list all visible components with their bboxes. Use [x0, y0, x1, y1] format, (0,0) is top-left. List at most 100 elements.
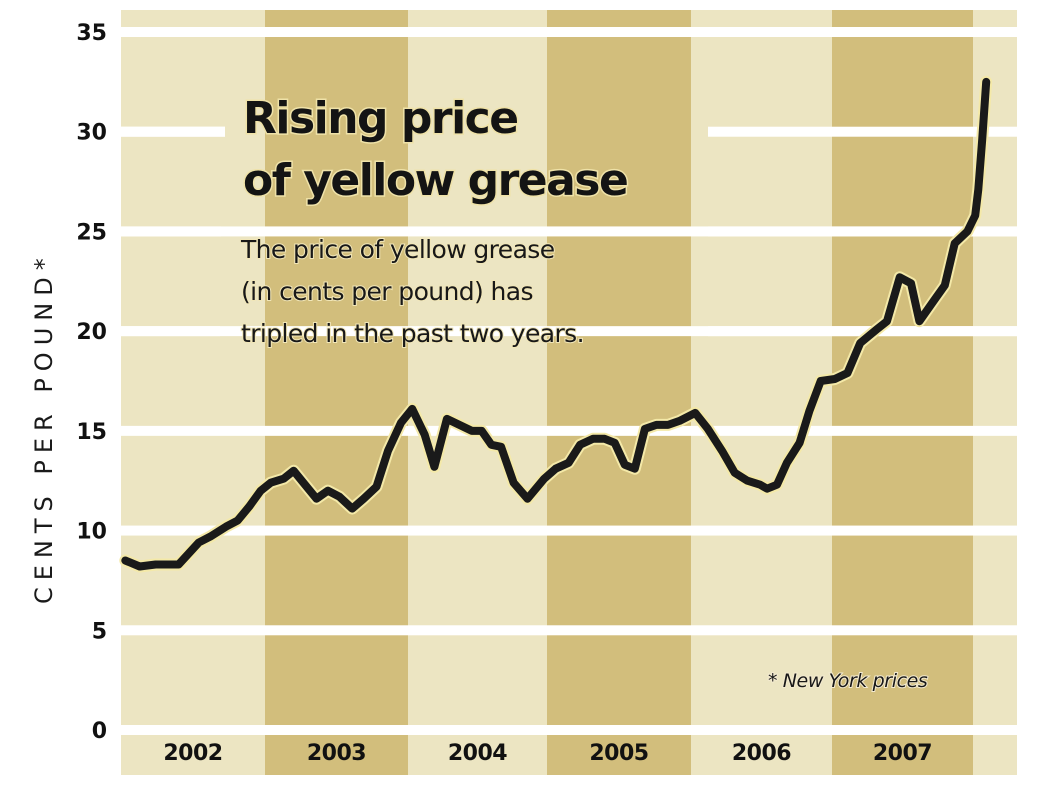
- data-point: [679, 420, 680, 422]
- footnote: * New York prices: [768, 670, 928, 692]
- y-tick-label: 25: [76, 220, 107, 245]
- series-yellow-grease: [119, 75, 993, 573]
- year-band: [265, 10, 408, 775]
- y-axis-label: CENTS PER POUND*: [30, 251, 58, 604]
- data-point: [934, 298, 936, 300]
- data-point: [886, 320, 888, 322]
- gridlines: [121, 27, 1017, 735]
- data-point: [667, 424, 669, 426]
- data-point: [799, 442, 801, 444]
- data-point: [876, 328, 878, 330]
- x-tick-label: 2002: [163, 741, 222, 766]
- data-point: [604, 438, 606, 440]
- x-tick-label: 2006: [732, 741, 791, 766]
- data-point: [270, 482, 272, 484]
- data-point: [786, 462, 788, 464]
- y-tick-label: 30: [76, 121, 107, 146]
- data-point: [954, 242, 956, 244]
- data-point: [655, 424, 657, 426]
- data-point: [707, 428, 709, 430]
- data-point: [820, 380, 822, 382]
- data-point: [283, 478, 285, 480]
- data-point: [433, 466, 435, 468]
- subtitle-line-3: tripled in the past two years.: [241, 319, 584, 348]
- year-bands: [121, 10, 1017, 775]
- data-point: [471, 430, 473, 432]
- x-tick-label: 2003: [307, 741, 366, 766]
- data-point: [734, 472, 736, 474]
- data-point: [759, 484, 761, 486]
- data-point: [237, 520, 239, 522]
- data-point: [555, 468, 557, 470]
- data-point: [634, 468, 636, 470]
- data-point: [198, 542, 200, 543]
- gridline: [708, 326, 1017, 337]
- data-point: [579, 444, 581, 446]
- data-point: [966, 230, 968, 232]
- data-point: [225, 526, 227, 528]
- x-tick-label: 2007: [873, 741, 932, 766]
- gridline: [121, 326, 220, 337]
- data-point: [543, 478, 545, 480]
- y-axis-ticks: 0 5 10 15 20 25 30 35: [76, 21, 107, 744]
- data-point: [316, 498, 317, 500]
- data-point: [944, 284, 946, 286]
- data-point: [490, 444, 492, 446]
- data-point: [446, 418, 448, 420]
- gridline: [121, 425, 1017, 436]
- x-tick-label: 2005: [589, 741, 648, 766]
- data-point: [155, 564, 157, 565]
- title-line-1: Rising price: [243, 93, 518, 144]
- data-point: [178, 564, 180, 565]
- data-point: [376, 486, 377, 488]
- data-point: [527, 498, 528, 500]
- year-band: [121, 10, 265, 775]
- year-band: [691, 10, 832, 775]
- data-point: [304, 484, 306, 486]
- data-point: [260, 490, 262, 492]
- data-point: [351, 508, 353, 510]
- data-point: [293, 470, 295, 472]
- data-point: [977, 189, 979, 190]
- series-line: [121, 77, 991, 571]
- data-point: [124, 560, 126, 561]
- data-point: [614, 442, 616, 444]
- year-band: [832, 10, 973, 775]
- subtitle-line-2: (in cents per pound) has: [241, 277, 533, 306]
- gridline: [121, 126, 225, 137]
- data-point: [847, 372, 848, 374]
- data-point: [985, 81, 987, 83]
- data-point: [899, 276, 901, 278]
- title-line-2: of yellow grease: [243, 155, 627, 206]
- gridline: [121, 226, 221, 237]
- data-point: [834, 378, 836, 380]
- data-point: [694, 412, 696, 414]
- data-point: [327, 490, 329, 492]
- data-point: [458, 424, 460, 426]
- data-point: [624, 464, 626, 466]
- data-point: [500, 446, 502, 448]
- data-point: [981, 139, 983, 141]
- gridline: [121, 725, 1017, 735]
- data-point: [209, 536, 211, 538]
- data-point: [139, 566, 141, 567]
- data-point: [766, 488, 768, 490]
- x-tick-label: 2004: [448, 741, 507, 766]
- data-point: [746, 480, 748, 482]
- y-tick-label: 15: [76, 420, 107, 445]
- data-point: [513, 482, 515, 484]
- gridline: [121, 326, 1017, 337]
- data-point: [859, 342, 861, 344]
- y-tick-label: 35: [76, 21, 107, 46]
- y-tick-label: 10: [76, 520, 107, 545]
- data-point: [808, 410, 810, 412]
- data-point: [481, 430, 483, 432]
- x-axis-ticks: 2002 2003 2004 2005 2006 2007: [163, 741, 932, 766]
- gridline: [708, 226, 1017, 237]
- data-point: [644, 428, 646, 430]
- gridline: [121, 226, 1017, 237]
- data-point: [424, 434, 426, 436]
- gridline: [708, 126, 1017, 137]
- data-point: [400, 422, 402, 424]
